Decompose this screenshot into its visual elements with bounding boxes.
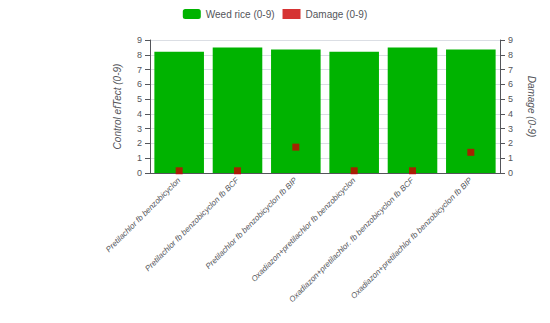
svg-text:Damage (0-9): Damage (0-9) bbox=[306, 9, 368, 20]
svg-text:1: 1 bbox=[137, 153, 142, 163]
svg-text:0: 0 bbox=[137, 168, 142, 178]
svg-text:Damage (0-9): Damage (0-9) bbox=[526, 76, 537, 138]
svg-text:7: 7 bbox=[137, 65, 142, 75]
svg-text:3: 3 bbox=[508, 124, 513, 134]
svg-text:5: 5 bbox=[137, 94, 142, 104]
svg-text:Pretilachlor fb benzobicyclon: Pretilachlor fb benzobicyclon fb BCF bbox=[143, 175, 241, 273]
svg-text:3: 3 bbox=[137, 124, 142, 134]
svg-text:0: 0 bbox=[508, 168, 513, 178]
svg-text:5: 5 bbox=[508, 94, 513, 104]
svg-text:1: 1 bbox=[508, 153, 513, 163]
svg-text:Oxadiazon+pretilachlor fb benz: Oxadiazon+pretilachlor fb benzobicyclon bbox=[249, 175, 357, 283]
svg-text:4: 4 bbox=[508, 109, 513, 119]
svg-text:4: 4 bbox=[137, 109, 142, 119]
svg-text:Control efTect (0-9): Control efTect (0-9) bbox=[112, 64, 123, 150]
svg-text:Oxadiazon+pretilachlor fb benz: Oxadiazon+pretilachlor fb benzobicyclon … bbox=[349, 175, 474, 300]
svg-text:2: 2 bbox=[508, 138, 513, 148]
svg-text:8: 8 bbox=[137, 50, 142, 60]
svg-text:6: 6 bbox=[508, 79, 513, 89]
svg-text:Oxadiazon+pretilachlor. fb ben: Oxadiazon+pretilachlor. fb benzobicyclon… bbox=[287, 175, 416, 304]
svg-text:Pretilachlor fb benzobicyclon: Pretilachlor fb benzobicyclon fb BIP bbox=[204, 175, 300, 271]
svg-text:8: 8 bbox=[508, 50, 513, 60]
svg-text:Weed rice (0-9): Weed rice (0-9) bbox=[206, 9, 275, 20]
svg-text:9: 9 bbox=[137, 35, 142, 45]
svg-text:6: 6 bbox=[137, 79, 142, 89]
svg-text:9: 9 bbox=[508, 35, 513, 45]
svg-text:7: 7 bbox=[508, 65, 513, 75]
svg-text:2: 2 bbox=[137, 138, 142, 148]
